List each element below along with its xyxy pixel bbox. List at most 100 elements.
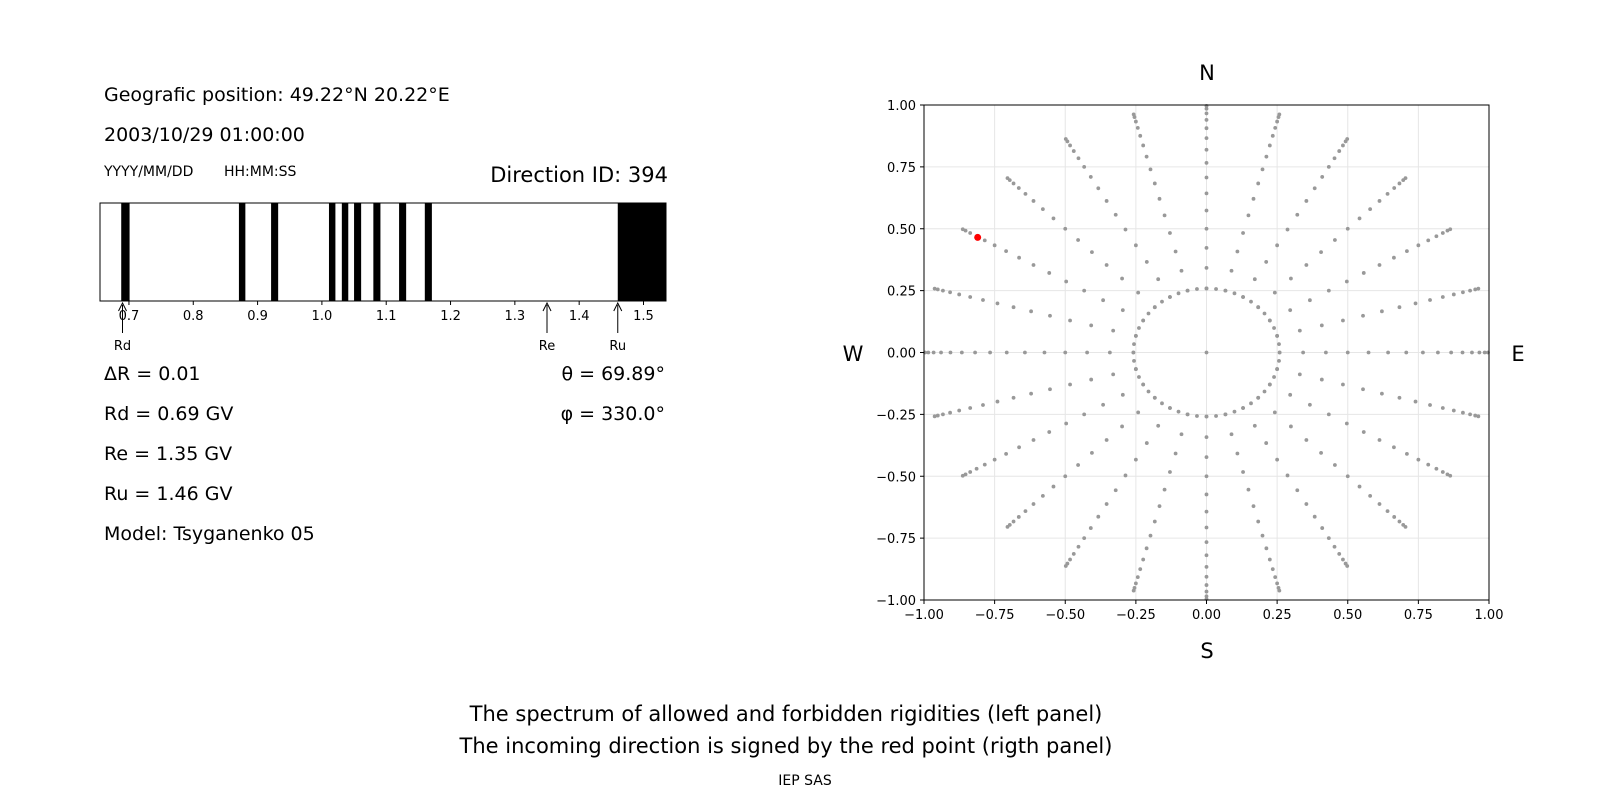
direction-point [1141,318,1146,323]
direction-point [948,350,953,355]
direction-point [1104,199,1109,203]
spectrum-x-tick-label: 1.2 [440,309,461,324]
direction-point [1168,470,1172,474]
direction-point [1144,546,1149,551]
direction-point [1204,492,1209,497]
direction-point [1397,395,1402,400]
direction-point [981,298,985,302]
direction-point [1090,250,1094,255]
direction-point [1397,305,1402,310]
direction-point [1011,181,1016,186]
direction-point [982,462,987,467]
direction-point [1267,143,1272,148]
direction-point [1451,408,1456,413]
direction-point [1152,305,1157,310]
direction-point [1461,290,1465,295]
direction-point [1051,484,1056,489]
scatter-x-tick-label: −0.75 [975,608,1015,623]
direction-point [1136,410,1141,415]
direction-point [1460,350,1465,355]
direction-point [968,231,973,235]
direction-point [1421,350,1425,355]
direction-point [959,350,964,355]
scatter-y-tick-label: −0.75 [876,532,916,547]
direction-point [1131,350,1136,355]
direction-point [1341,143,1345,148]
direction-point [1392,445,1396,450]
direction-point [1277,112,1282,117]
direction-point [1162,487,1167,492]
compass-west: W [843,342,864,366]
credit: IEP SAS [778,773,832,789]
direction-point [1068,382,1072,387]
direction-point [1341,318,1345,323]
direction-point [1023,350,1027,355]
direction-point [932,414,937,419]
direction-point [1040,207,1045,212]
direction-point [1090,450,1094,455]
direction-point [1111,372,1116,377]
direction-point [1319,323,1324,328]
direction-point [1275,119,1280,124]
spectrum-x-tick-label: 1.3 [505,309,526,324]
direction-point [1063,137,1068,141]
direction-point [1204,589,1209,594]
scatter-x-tick-label: 0.00 [1192,608,1221,623]
direction-point [1096,186,1101,191]
direction-point [1204,435,1209,440]
direction-point [1397,519,1402,524]
direction-point [1076,156,1081,161]
direction-point [1071,149,1076,153]
direction-point [1031,263,1036,267]
direction-point [1241,295,1245,299]
direction-point [1011,305,1016,310]
direction-point [1204,414,1209,419]
forbidden-band [424,203,432,301]
direction-point [1295,212,1300,217]
direction-point [1304,502,1309,506]
spectrum-x-tick-label: 0.8 [183,309,204,324]
direction-point [1295,488,1300,493]
direction-point [968,470,973,474]
direction-point [932,286,937,291]
direction-point [1277,342,1281,347]
direction-point [1068,143,1072,148]
direction-point [1133,457,1138,462]
ru-value: Ru = 1.46 GV [104,483,233,505]
direction-point [1085,350,1090,355]
direction-point [1289,424,1293,429]
direction-point [1476,286,1481,291]
geo-position: Geografic position: 49.22°N 20.22°E [104,84,450,106]
direction-point [1004,249,1008,254]
direction-point [948,410,952,415]
direction-point [1262,389,1267,394]
direction-point [1023,509,1028,514]
direction-point [1195,287,1199,291]
direction-point [1120,276,1124,281]
direction-point [1345,350,1350,355]
forbidden-band [354,203,362,301]
direction-point [1133,334,1138,338]
scatter-y-tick-label: 0.00 [887,347,916,362]
direction-point [1111,328,1116,333]
direction-point [1064,279,1069,284]
direction-point [1168,295,1172,299]
direction-point [1301,350,1306,355]
direction-point [1448,227,1453,232]
direction-point [1204,574,1209,579]
direction-point [1005,176,1010,181]
direction-point [992,243,997,248]
direction-point [1277,350,1282,355]
date-format-label: YYYY/MM/DD [104,164,194,180]
direction-point [1029,309,1033,314]
forbidden-band [328,203,336,301]
direction-point [1380,391,1384,396]
direction-point [1345,226,1350,231]
scatter-x-tick-label: 0.25 [1263,608,1292,623]
direction-point [1204,126,1209,131]
direction-point [981,403,985,407]
direction-point [1123,473,1128,478]
direction-point [1385,509,1390,514]
marker-arrow-head [118,301,127,312]
direction-point [992,457,997,462]
